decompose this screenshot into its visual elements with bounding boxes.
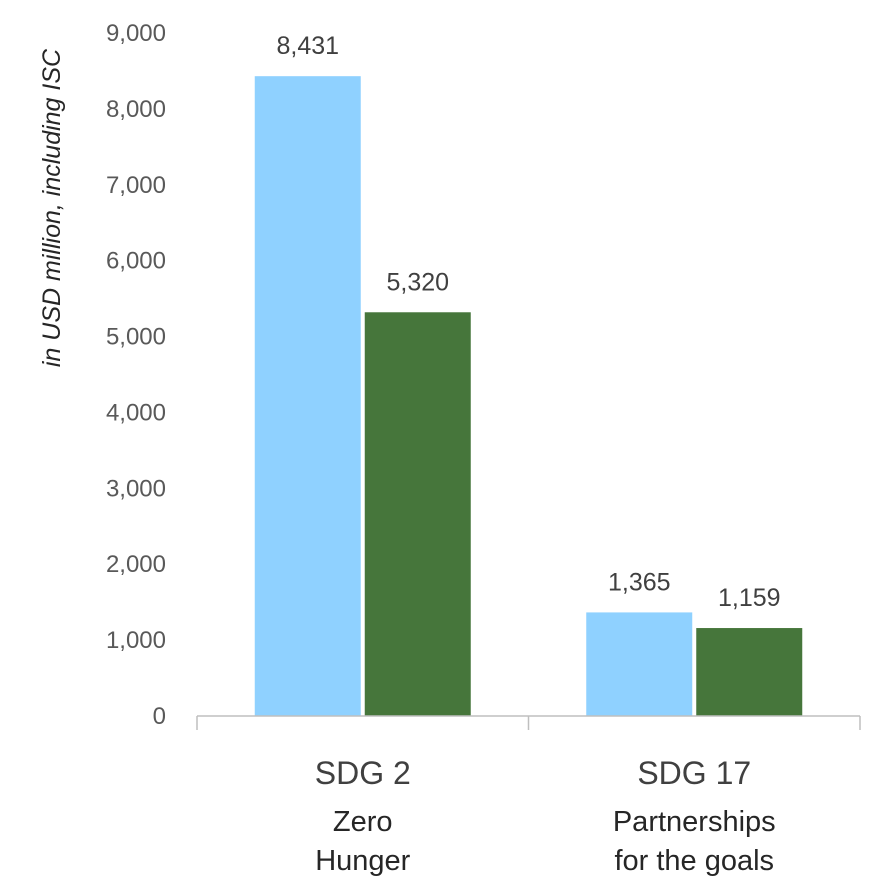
y-tick-label: 6,000 xyxy=(106,248,166,275)
y-tick-label: 9,000 xyxy=(106,20,166,47)
y-tick-label: 8,000 xyxy=(106,96,166,123)
y-tick-label: 7,000 xyxy=(106,172,166,199)
y-tick-label: 4,000 xyxy=(106,399,166,426)
bar-value-label: 8,431 xyxy=(276,32,339,60)
y-axis-title: in USD million, including ISC xyxy=(38,48,66,367)
y-tick-label: 0 xyxy=(153,703,166,730)
y-tick-label: 5,000 xyxy=(106,324,166,351)
bars xyxy=(254,76,803,716)
category-sublabel: Partnerships xyxy=(613,806,776,838)
category-label: SDG 2 xyxy=(315,755,411,791)
y-tick-label: 3,000 xyxy=(106,475,166,502)
bar-value-label: 1,365 xyxy=(608,568,671,596)
y-tick-label: 2,000 xyxy=(106,551,166,578)
bar xyxy=(586,612,693,716)
y-axis-ticks: 0 1,000 2,000 3,000 4,000 5,000 6,000 7,000 8,00… xyxy=(106,20,166,730)
category-sublabel: Zero xyxy=(333,806,393,838)
category-sublabel: for the goals xyxy=(614,845,774,877)
bar-value-label: 1,159 xyxy=(718,584,781,612)
y-tick-label: 1,000 xyxy=(106,627,166,654)
x-axis-ticks xyxy=(196,716,861,730)
category-label: SDG 17 xyxy=(637,755,751,791)
bar-value-label: 5,320 xyxy=(386,268,449,296)
category-labels: SDG 2 Zero Hunger SDG 17 Partnerships for the… xyxy=(315,755,776,877)
bar xyxy=(254,76,361,716)
category-sublabel: Hunger xyxy=(315,845,410,877)
bar xyxy=(364,312,471,716)
data-labels: 8,431 5,320 1,365 1,159 xyxy=(276,32,780,612)
bar xyxy=(696,628,803,716)
